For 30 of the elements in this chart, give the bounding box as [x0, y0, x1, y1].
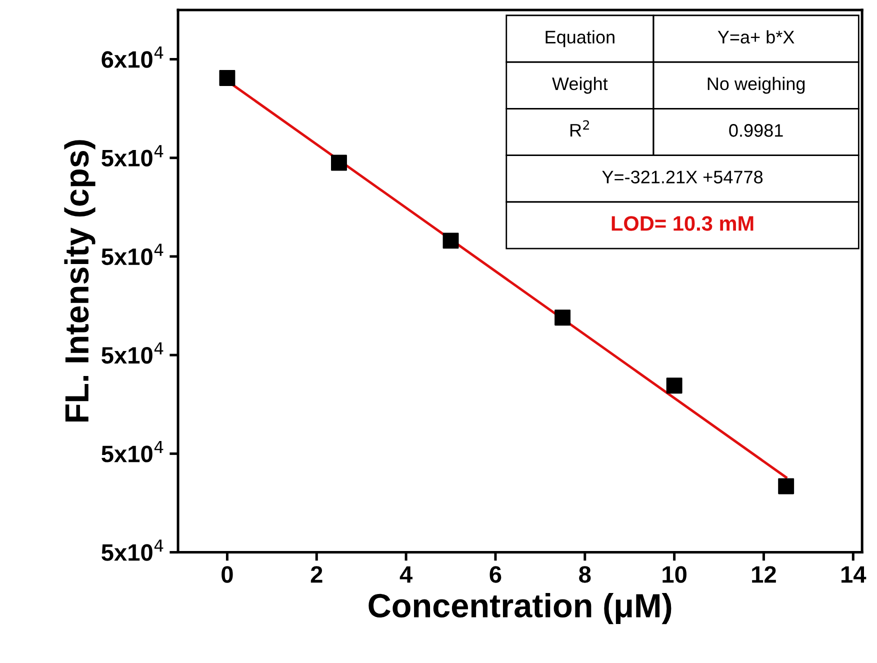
y-tick-label: 6x10$^{4}$	[102, 46, 164, 68]
annotation: Weight	[552, 76, 608, 94]
y-tick-label: 5x10$^{4}$	[102, 540, 164, 561]
y-tick-label: 5x10$^{4}$	[102, 342, 164, 364]
annotation: Y=-321.21X +54778	[602, 170, 763, 184]
x-tick-label: 12	[752, 566, 776, 583]
y-axis-title: FL. Intensity (cps)	[64, 140, 96, 422]
point	[666, 378, 682, 394]
y-tick-label: 5x10$^{4}$	[102, 244, 164, 266]
x-tick-label: 8	[579, 566, 591, 583]
point	[331, 154, 347, 171]
x-tick-label: 6	[490, 566, 502, 583]
point	[778, 478, 794, 494]
x-tick-label: 14	[842, 566, 866, 583]
annotation: 0.9981	[729, 124, 783, 137]
annotation: R$^{2}$	[570, 120, 589, 136]
annotation: LOD= 10.3 mM	[612, 216, 754, 231]
x-tick-label: 0	[222, 566, 233, 583]
x-axis-title: Concentration (μM)	[368, 593, 672, 624]
x-tick-label: 2	[310, 566, 322, 583]
y-tick-label: 5x10$^{4}$	[102, 440, 164, 462]
y-tick-label: 5x10$^{4}$	[102, 145, 164, 166]
point	[442, 232, 459, 249]
annotation: No weighing	[708, 76, 805, 94]
x-tick-label: 4	[400, 566, 412, 583]
point	[554, 310, 571, 326]
annotation: Equation	[546, 30, 614, 48]
point	[219, 70, 236, 86]
x-tick-label: 10	[662, 566, 686, 583]
annotation: Y=a+ b*X	[718, 30, 794, 44]
